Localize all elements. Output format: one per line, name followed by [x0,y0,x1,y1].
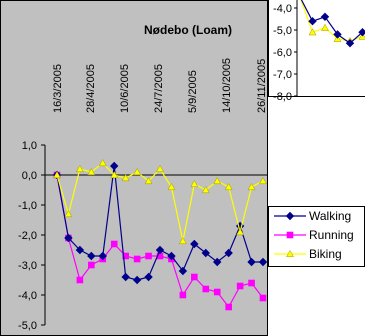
data-point [132,275,142,285]
inset-y-tick-label: -5,0 [273,25,292,37]
data-point [247,182,256,191]
date-label: 5/9/2005 [187,70,199,113]
chart-title: Nødebo (Loam) [144,23,232,37]
inset-y-tick-label: -4,0 [273,3,292,15]
data-point [110,240,118,248]
data-point [225,303,232,311]
data-point [88,261,95,269]
data-point [190,239,199,249]
data-point [247,257,256,267]
data-point [75,245,85,255]
y-tick-label: -4,0 [18,290,37,302]
data-point [190,179,199,188]
inset-data-point [345,38,355,48]
date-label: 28/4/2005 [85,64,97,113]
data-point [191,273,198,281]
data-point [121,173,130,182]
y-tick-label: 0,0 [22,170,37,182]
data-point [213,176,222,185]
data-point [259,176,267,185]
data-point [144,272,153,282]
main-y-axis: 1,0 0,0 -1,0 -2,0 -3,0 -4,0 -5,0 [18,140,267,332]
legend-label: Running [309,228,354,242]
data-point [75,164,84,173]
inset-data-point [320,12,330,22]
data-point [121,272,130,282]
data-point [213,257,222,267]
data-point [144,176,153,185]
data-point [110,161,119,171]
data-point [202,285,210,293]
inset-y-axis: -4,0 -5,0 -6,0 -7,0 -8,0 [273,0,298,103]
inset-data-point [333,30,342,39]
data-point [258,257,268,267]
data-point [145,252,152,260]
inset-y-tick-label: -8,0 [273,91,292,103]
legend-marker [286,231,294,239]
data-point [224,182,233,191]
data-point [133,167,142,176]
data-point [248,279,255,287]
data-point [155,245,165,255]
inset-y-tick-label: -6,0 [273,47,292,59]
data-point [201,248,210,258]
inset-series-line [300,0,363,42]
inset-data-point [358,32,365,40]
data-point [201,185,210,194]
data-point [87,251,96,261]
y-tick-label: -5,0 [18,320,37,332]
data-point [178,236,187,245]
data-point [213,288,221,296]
data-point [178,266,188,276]
date-label: 10/6/2005 [119,64,131,113]
data-point [64,233,73,243]
data-point [156,164,164,173]
inset-y-tick-label: -7,0 [273,69,292,81]
inset-data-point [308,28,317,36]
y-tick-label: -3,0 [18,260,37,272]
date-labels: 16/3/2005 28/4/2005 10/6/2005 24/7/2005 5/9/… [52,58,268,113]
data-point [259,294,267,302]
inset-series [300,0,365,48]
data-point [87,167,96,176]
inset-data-point [308,16,317,26]
data-point [110,170,119,179]
y-tick-label: -1,0 [18,200,37,212]
main-chart-area [0,0,268,336]
legend-marker [285,211,295,221]
data-point [224,248,233,258]
data-point [133,255,141,263]
data-point [122,252,129,260]
data-point [179,291,187,299]
data-point [53,170,61,179]
data-point [167,251,176,261]
data-point [167,182,176,191]
date-label: 14/10/2005 [221,58,233,113]
inset-chart-area [268,0,365,97]
date-label: 26/11/2005 [256,59,268,113]
y-tick-label: 1,0 [22,140,37,152]
data-point [76,276,84,284]
data-point [64,209,73,218]
inset-data-point [321,23,329,31]
data-point [98,251,107,261]
legend-marker [286,249,294,258]
date-label: 16/3/2005 [52,64,64,113]
main-series [52,158,268,311]
legend: Walking Running Biking [274,209,354,261]
legend-label: Walking [309,209,351,223]
data-point [236,227,245,236]
data-point [236,282,244,290]
y-tick-label: -2,0 [18,230,37,242]
date-label: 24/7/2005 [153,64,165,113]
data-point [98,158,107,167]
legend-label: Biking [309,247,342,261]
